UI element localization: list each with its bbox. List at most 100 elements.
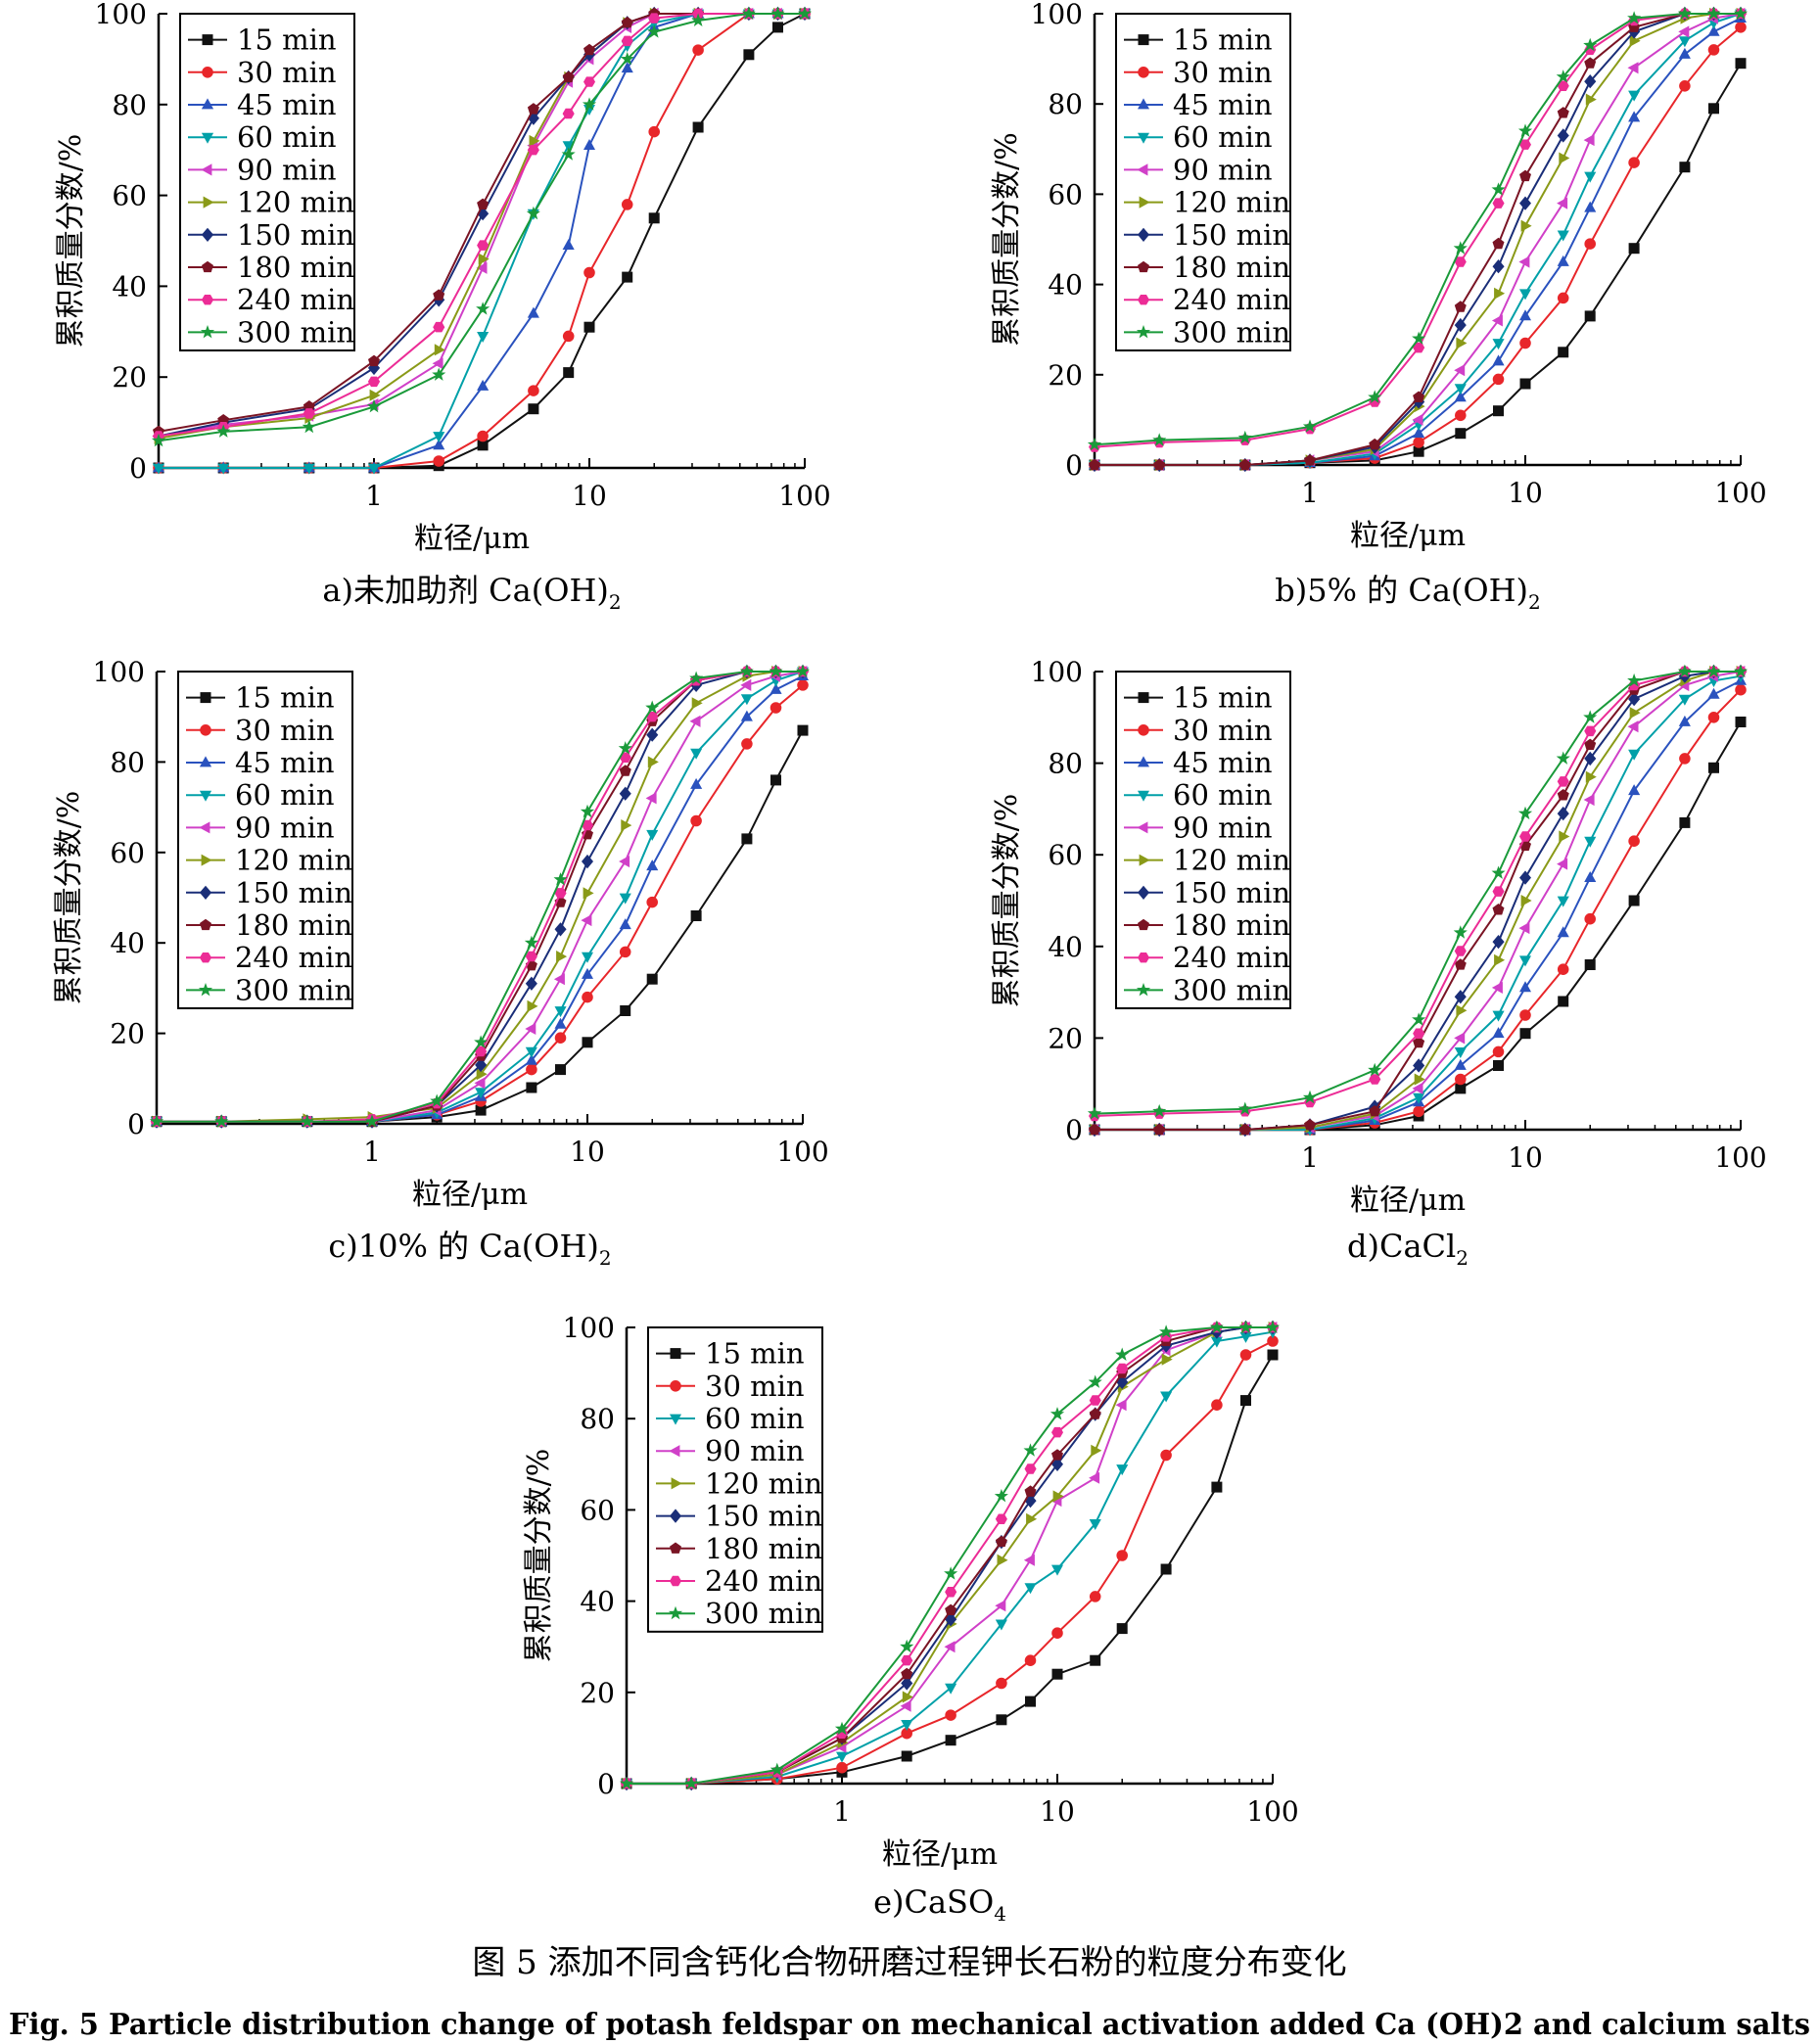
- x-tick-label: 10: [572, 480, 607, 512]
- y-tick-label: 100: [93, 656, 145, 688]
- x-tick-label: 100: [776, 1136, 828, 1168]
- data-point: [1492, 1027, 1505, 1039]
- data-point: [526, 1063, 537, 1076]
- data-point: [152, 463, 165, 475]
- data-point: [1584, 959, 1596, 970]
- data-point: [1454, 958, 1467, 970]
- y-axis-label: 累积质量分数/%: [990, 132, 1024, 347]
- x-tick-label: 100: [1714, 477, 1766, 509]
- data-point: [474, 1077, 486, 1090]
- data-point: [1679, 753, 1691, 765]
- data-point: [1412, 1082, 1423, 1094]
- data-point: [366, 398, 382, 413]
- data-point: [1707, 687, 1720, 699]
- data-point: [1049, 1407, 1065, 1420]
- y-axis-label: 累积质量分数/%: [52, 791, 86, 1005]
- data-point: [1267, 1349, 1279, 1361]
- data-point: [1454, 1058, 1467, 1070]
- data-point: [1492, 373, 1505, 386]
- x-tick-label: 1: [1301, 1141, 1319, 1174]
- data-point: [303, 463, 315, 475]
- legend-entry: 150 min: [237, 218, 354, 252]
- legend-entry: 180 min: [705, 1532, 822, 1565]
- legend-swatch-marker: [1138, 260, 1149, 273]
- y-tick-label: 40: [112, 270, 147, 302]
- data-point: [1583, 134, 1595, 147]
- data-point: [646, 727, 659, 742]
- data-point: [1627, 673, 1642, 687]
- data-point: [583, 321, 595, 333]
- data-point: [1211, 1481, 1223, 1493]
- legend-entry: 240 min: [237, 283, 354, 316]
- data-point: [1584, 57, 1597, 69]
- data-point: [433, 289, 445, 301]
- data-point: [556, 951, 568, 963]
- legend-entry: 120 min: [1173, 186, 1290, 219]
- data-point: [432, 367, 446, 381]
- data-point: [529, 134, 540, 147]
- data-point: [525, 951, 537, 962]
- legend-entry: 300 min: [1173, 973, 1290, 1006]
- legend-entry: 150 min: [705, 1500, 822, 1533]
- data-point: [690, 748, 703, 760]
- data-point: [217, 463, 230, 475]
- data-point: [525, 1022, 536, 1035]
- data-point: [1629, 34, 1641, 47]
- data-point: [770, 6, 785, 20]
- data-point: [1454, 256, 1467, 267]
- data-point: [1456, 1004, 1468, 1017]
- data-point: [1678, 47, 1691, 59]
- data-point: [476, 302, 490, 315]
- legend-swatch-marker: [201, 854, 212, 866]
- data-point: [1302, 1090, 1318, 1104]
- data-point: [621, 819, 632, 832]
- data-point: [368, 354, 380, 367]
- legend-entry: 300 min: [237, 315, 354, 348]
- data-point: [1238, 1320, 1253, 1333]
- data-point: [1584, 751, 1597, 766]
- legend-swatch-marker: [199, 952, 212, 963]
- data-point: [1302, 419, 1318, 433]
- data-point: [689, 671, 704, 684]
- data-point: [1051, 1449, 1063, 1461]
- data-point: [1519, 289, 1531, 301]
- data-point: [1413, 1092, 1425, 1104]
- data-point: [741, 833, 753, 845]
- data-point: [836, 1761, 848, 1774]
- y-tick-label: 60: [112, 180, 147, 212]
- legend-entry: 30 min: [1173, 714, 1273, 747]
- data-point: [901, 1667, 913, 1680]
- legend-entry: 15 min: [705, 1337, 805, 1370]
- data-point: [1089, 1123, 1100, 1136]
- data-point: [1678, 694, 1691, 706]
- x-tick-label: 10: [1508, 1141, 1543, 1174]
- legend-entry: 90 min: [1173, 153, 1273, 186]
- data-point: [770, 682, 782, 694]
- data-point: [645, 792, 657, 805]
- x-tick-label: 100: [1246, 1795, 1298, 1828]
- legend-swatch-marker: [1138, 227, 1149, 242]
- data-point: [901, 1720, 913, 1731]
- data-point: [619, 856, 630, 868]
- data-point: [1267, 1335, 1279, 1347]
- legend-entry: 150 min: [1173, 876, 1290, 909]
- data-point: [1024, 1583, 1037, 1595]
- data-point: [1454, 990, 1467, 1004]
- data-point: [1455, 1073, 1467, 1086]
- data-point: [995, 1535, 1007, 1548]
- data-point: [1584, 171, 1597, 183]
- data-point: [303, 408, 315, 419]
- data-point: [995, 1513, 1007, 1524]
- figure-caption-en: Fig. 5 Particle distribution change of p…: [9, 2008, 1810, 2042]
- data-point: [1024, 1463, 1037, 1474]
- data-point: [1491, 182, 1506, 196]
- data-point: [1678, 715, 1691, 726]
- data-point: [772, 22, 783, 33]
- data-point: [1707, 44, 1720, 56]
- legend-swatch-marker: [203, 196, 214, 209]
- legend-swatch-marker: [1138, 132, 1149, 144]
- legend-swatch-marker: [199, 885, 212, 900]
- legend-entry: 90 min: [1173, 811, 1273, 844]
- data-point: [621, 17, 633, 28]
- figure-caption-cn: 图 5 添加不同含钙化合物研磨过程钾长石粉的粒度分布变化: [472, 1943, 1346, 1982]
